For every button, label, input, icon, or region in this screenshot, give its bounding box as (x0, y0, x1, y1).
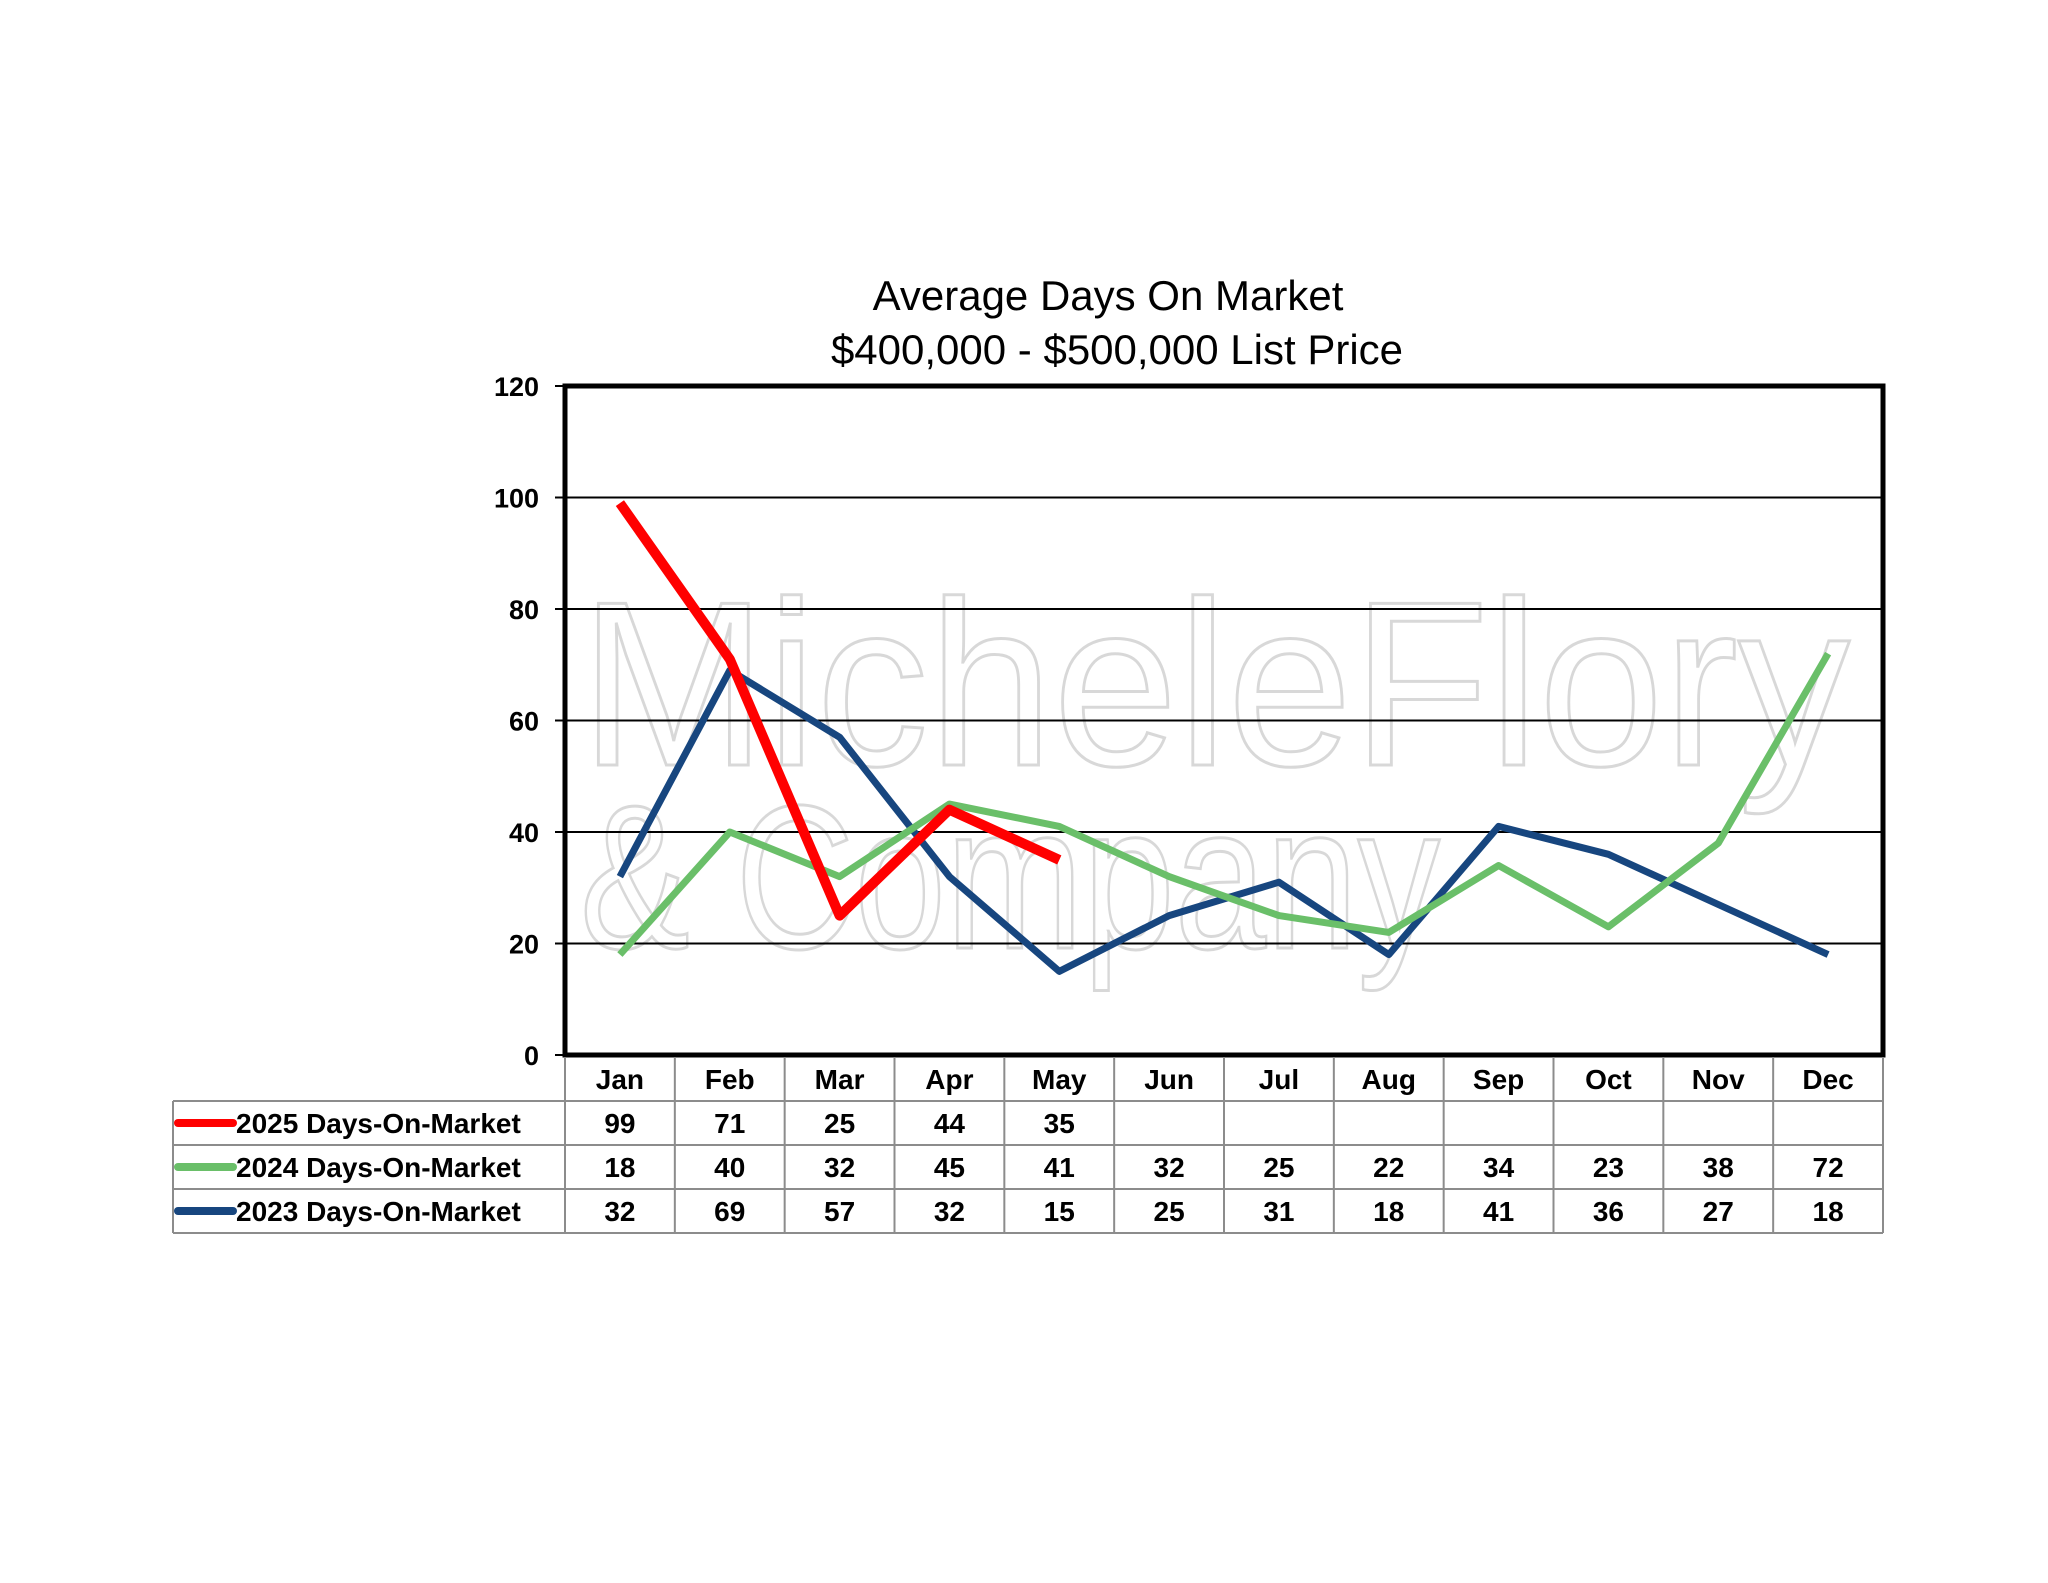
data-value: 23 (1593, 1152, 1624, 1183)
x-tick-label: Sep (1473, 1064, 1524, 1095)
series-line (615, 500, 1062, 921)
x-tick-label: Aug (1362, 1064, 1416, 1095)
y-axis: 0 20 40 60 80 100 120 (494, 372, 565, 1071)
data-value: 44 (934, 1108, 966, 1139)
data-value: 27 (1703, 1196, 1734, 1227)
data-value: 32 (824, 1152, 855, 1183)
x-tick-label: Oct (1585, 1064, 1632, 1095)
data-value: 34 (1483, 1152, 1515, 1183)
chart-title: Average Days On Market (873, 272, 1344, 319)
series-label: 2025 Days-On-Market (236, 1108, 521, 1139)
x-tick-label: Dec (1802, 1064, 1853, 1095)
data-value: 72 (1813, 1152, 1844, 1183)
y-tick-label: 60 (509, 707, 539, 737)
x-tick-label: May (1032, 1064, 1087, 1095)
data-value: 32 (934, 1196, 965, 1227)
x-tick-label: Nov (1692, 1064, 1745, 1095)
data-value: 36 (1593, 1196, 1624, 1227)
data-value: 25 (1263, 1152, 1294, 1183)
data-value: 99 (604, 1108, 635, 1139)
y-tick-label: 120 (494, 372, 539, 402)
x-tick-label: Jul (1259, 1064, 1299, 1095)
watermark-line2: & Company (580, 763, 1440, 992)
data-value: 41 (1483, 1196, 1514, 1227)
data-value: 41 (1044, 1152, 1075, 1183)
data-value: 25 (824, 1108, 855, 1139)
data-value: 35 (1044, 1108, 1075, 1139)
y-tick-label: 40 (509, 818, 539, 848)
data-value: 57 (824, 1196, 855, 1227)
data-value: 25 (1154, 1196, 1185, 1227)
x-tick-label: Jun (1144, 1064, 1194, 1095)
x-tick-label: Jan (596, 1064, 644, 1095)
x-tick-label: Feb (705, 1064, 755, 1095)
data-value: 31 (1263, 1196, 1294, 1227)
data-value: 45 (934, 1152, 965, 1183)
data-value: 18 (1373, 1196, 1404, 1227)
watermark-line1: MicheleFlory (580, 552, 1850, 815)
data-value: 15 (1044, 1196, 1075, 1227)
data-value: 18 (1813, 1196, 1844, 1227)
chart-subtitle: $400,000 - $500,000 List Price (831, 326, 1403, 373)
data-value: 69 (714, 1196, 745, 1227)
series-label: 2024 Days-On-Market (236, 1152, 521, 1183)
data-value: 38 (1703, 1152, 1734, 1183)
y-tick-label: 20 (509, 930, 539, 960)
data-value: 71 (714, 1108, 745, 1139)
y-tick-label: 100 (494, 484, 539, 514)
data-table: Jan Feb Mar Apr May Jun Jul Aug Sep Oct Nov Dec 2025… (172, 1057, 1884, 1234)
data-value: 32 (1154, 1152, 1185, 1183)
data-value: 40 (714, 1152, 745, 1183)
y-tick-label: 80 (509, 595, 539, 625)
x-tick-label: Apr (925, 1064, 973, 1095)
data-value: 22 (1373, 1152, 1404, 1183)
data-value: 32 (604, 1196, 635, 1227)
x-tick-label: Mar (815, 1064, 865, 1095)
watermark: MicheleFlory & Company (579, 551, 1852, 994)
gridlines (565, 496, 1883, 945)
series-lines (615, 500, 1832, 975)
y-tick-label: 0 (524, 1041, 539, 1071)
data-value: 18 (604, 1152, 635, 1183)
series-label: 2023 Days-On-Market (236, 1196, 521, 1227)
